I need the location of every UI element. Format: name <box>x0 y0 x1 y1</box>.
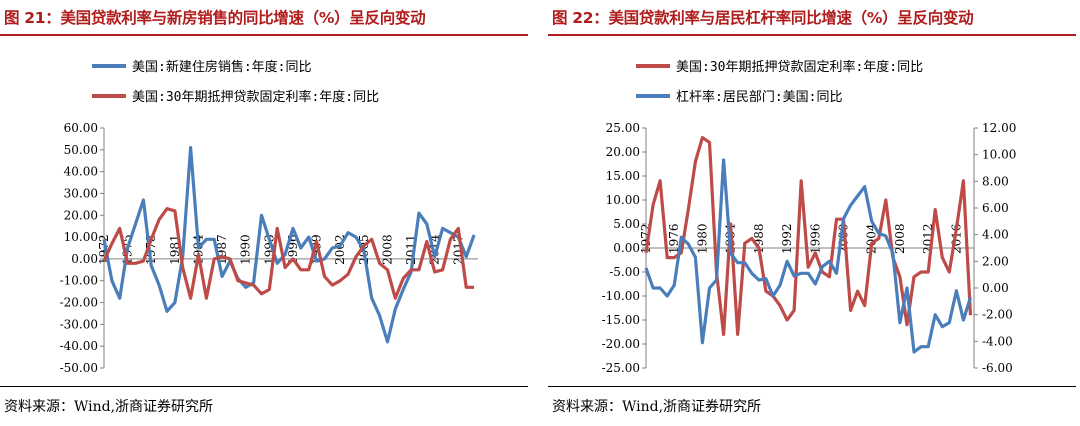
source-note-21: 资料来源：Wind,浙商证券研究所 <box>4 399 214 415</box>
x-tick-label: 2004 <box>865 223 879 254</box>
x-tick-label: 2008 <box>893 223 907 254</box>
y-tick-label: 40.00 <box>64 165 98 179</box>
title-rule <box>0 34 528 36</box>
y-tick-label-right: -4.00 <box>982 334 1013 348</box>
legend-label: 美国:30年期抵押贷款固定利率:年度:同比 <box>676 59 923 75</box>
source-rule <box>548 386 1076 387</box>
y-tick-label-left: 20.00 <box>606 145 640 159</box>
chart-title-22: 图 22：美国贷款利率与居民杠杆率同比增速（%）呈反向变动 <box>552 9 974 27</box>
series-line-mortgage-rate <box>102 207 475 300</box>
y-tick-label-left: 15.00 <box>606 169 640 183</box>
y-tick-label: -30.00 <box>60 317 98 331</box>
y-tick-label: 30.00 <box>64 186 98 200</box>
y-tick-label: -50.00 <box>60 361 98 375</box>
y-tick-label: 10.00 <box>64 230 98 244</box>
y-tick-label-left: -10.00 <box>602 289 640 303</box>
y-tick-label-left: -15.00 <box>602 313 640 327</box>
x-tick-label: 1988 <box>752 223 766 254</box>
y-tick-label-right: 10.00 <box>982 148 1016 162</box>
x-tick-label: 1990 <box>239 234 253 265</box>
x-tick-label: 1992 <box>780 223 794 254</box>
legend-label: 杠杆率:居民部门:美国:同比 <box>676 89 842 105</box>
y-tick-label-right: 0.00 <box>982 281 1009 295</box>
series-line-mortgage-rate <box>644 136 973 336</box>
y-tick-label: -10.00 <box>60 274 98 288</box>
y-tick-label-right: 8.00 <box>982 174 1009 188</box>
chart-panel-22: 图 22：美国贷款利率与居民杠杆率同比增速（%）呈反向变动 美国:30年期抵押贷… <box>548 0 1076 426</box>
chart-panel-21: 图 21：美国贷款利率与新房销售的同比增速（%）呈反向变动 美国:新建住房销售:… <box>0 0 528 426</box>
y-tick-label: -40.00 <box>60 339 98 353</box>
y-tick-label: -20.00 <box>60 296 98 310</box>
y-tick-label-right: -2.00 <box>982 308 1013 322</box>
y-tick-label-right: -6.00 <box>982 361 1013 375</box>
series-line-housing-sales <box>102 146 476 344</box>
x-tick-label: 1996 <box>808 223 822 254</box>
y-tick-label: 20.00 <box>64 208 98 222</box>
y-tick-label: 50.00 <box>64 143 98 157</box>
x-tick-label: 1976 <box>667 223 681 254</box>
y-tick-label: 0.00 <box>71 252 98 266</box>
chart-title-21: 图 21：美国贷款利率与新房销售的同比增速（%）呈反向变动 <box>4 9 426 27</box>
x-tick-label: 2008 <box>380 234 394 265</box>
x-tick-label: 1980 <box>695 223 709 254</box>
y-tick-label-left: 0.00 <box>613 241 640 255</box>
y-tick-label-left: 25.00 <box>606 121 640 135</box>
legend-label: 美国:新建住房销售:年度:同比 <box>132 59 311 75</box>
y-tick-label-right: 4.00 <box>982 228 1009 242</box>
y-tick-label: 60.00 <box>64 121 98 135</box>
title-rule <box>548 34 1076 36</box>
y-tick-label-left: -5.00 <box>609 265 640 279</box>
series-line-household-leverage <box>644 158 973 354</box>
y-tick-label-left: 5.00 <box>613 217 640 231</box>
y-tick-label-left: -25.00 <box>602 361 640 375</box>
source-rule <box>0 386 528 387</box>
source-note-22: 资料来源：Wind,浙商证券研究所 <box>552 399 762 415</box>
legend-label: 美国:30年期抵押贷款固定利率:年度:同比 <box>132 89 379 105</box>
y-tick-label-right: 6.00 <box>982 201 1009 215</box>
y-tick-label-left: -20.00 <box>602 337 640 351</box>
y-tick-label-right: 12.00 <box>982 121 1016 135</box>
y-tick-label-right: 2.00 <box>982 254 1009 268</box>
y-tick-label-left: 10.00 <box>606 193 640 207</box>
